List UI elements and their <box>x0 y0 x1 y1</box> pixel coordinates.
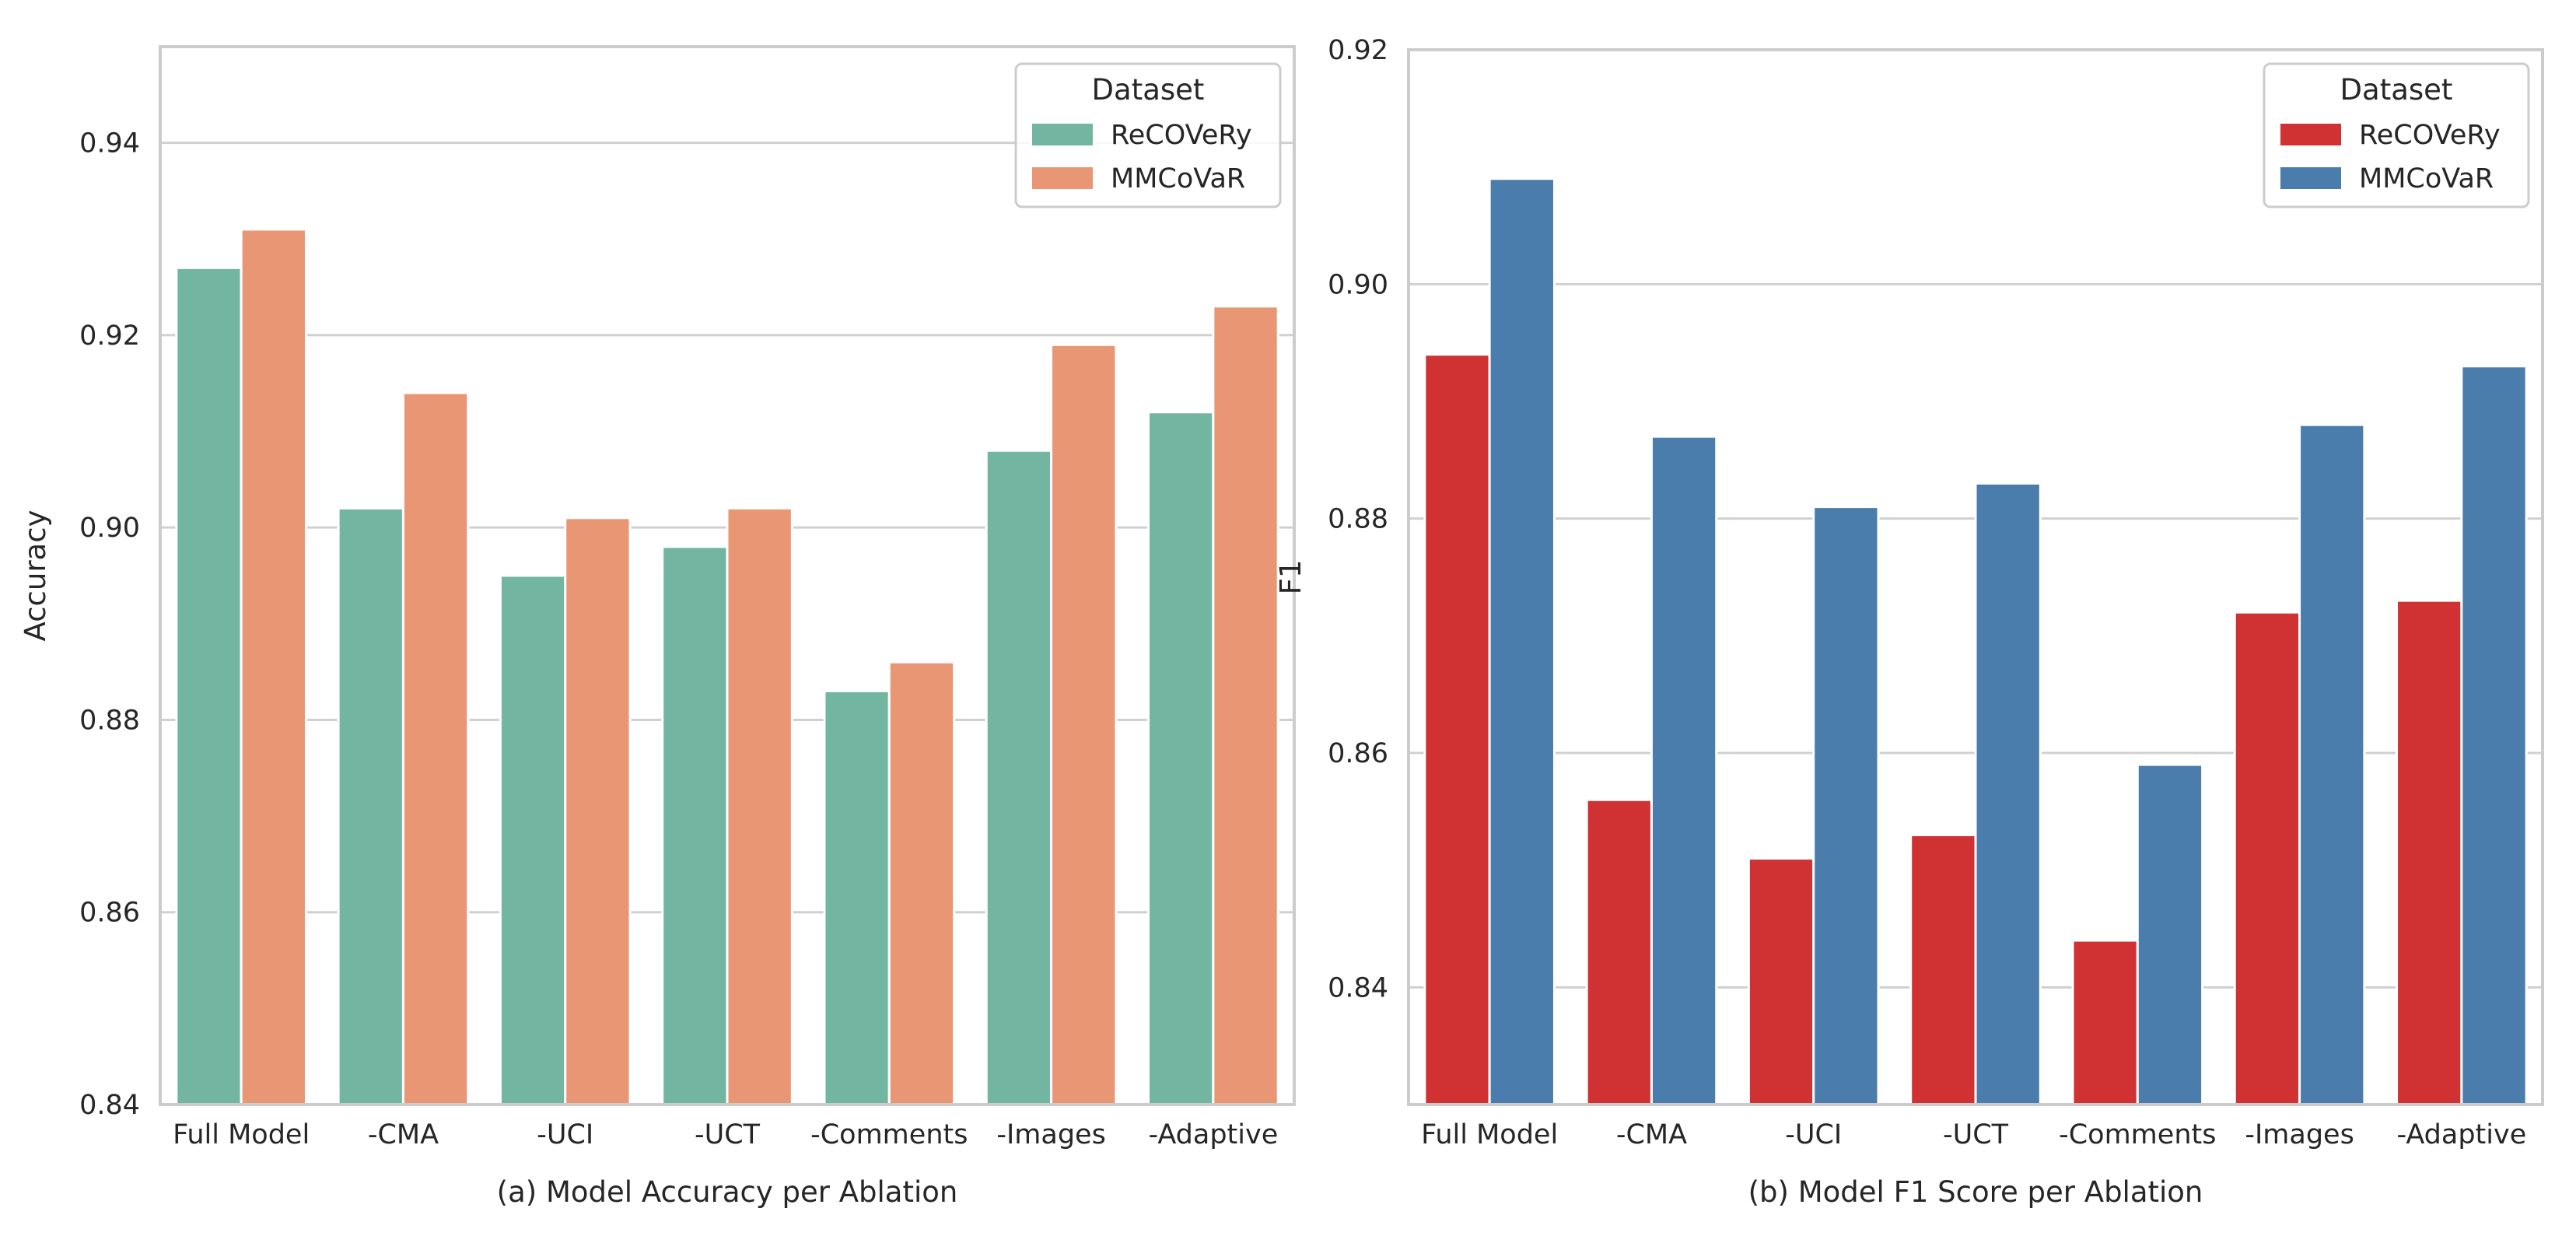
chart-panel-a: 0.84 0.86 0.88 0.90 0.92 0.94 Full Model -CMA -U… <box>19 45 1296 1209</box>
plot-frame <box>1407 48 2544 1106</box>
legend-swatch-mmcovar <box>2279 166 2343 191</box>
x-tick-label: -UCI <box>1785 1119 1842 1150</box>
y-tick-label: 0.84 <box>1328 972 1388 1003</box>
y-tick-label: 0.92 <box>79 320 140 352</box>
bar-recovery-adaptive <box>1147 411 1215 1106</box>
bar-recovery-adaptive <box>2396 599 2463 1106</box>
bar-mmcovar-uci <box>1812 506 1880 1106</box>
bar-mmcovar-full-model <box>1488 177 1556 1106</box>
legend: Dataset ReCOVeRy MMCoVaR <box>2263 62 2530 208</box>
y-tick-label: 0.84 <box>79 1090 140 1121</box>
legend-swatch-recovery <box>2279 122 2343 147</box>
bar-mmcovar-uct <box>726 506 793 1106</box>
y-tick-label: 0.90 <box>79 513 140 544</box>
bar-mmcovar-comments <box>2136 763 2204 1106</box>
legend-label-mmcovar: MMCoVaR <box>1111 163 1245 194</box>
bar-recovery-cma <box>1585 798 1653 1106</box>
y-tick-label: 0.88 <box>79 705 140 736</box>
bar-mmcovar-cma <box>401 391 470 1106</box>
y-tick-label: 0.90 <box>1328 269 1388 300</box>
x-tick-label: -CMA <box>368 1119 439 1150</box>
bar-recovery-cma <box>337 506 404 1106</box>
bar-recovery-uci <box>499 574 567 1106</box>
x-axis-label: (b) Model F1 Score per Ablation <box>1748 1175 2203 1209</box>
bar-mmcovar-images <box>2298 423 2366 1106</box>
bar-mmcovar-uct <box>1974 481 2042 1106</box>
x-tick-label: -CMA <box>1616 1119 1687 1150</box>
bar-recovery-comments <box>823 689 891 1106</box>
bar-recovery-uct <box>661 545 729 1106</box>
y-tick-label: 0.92 <box>1328 35 1388 66</box>
bar-mmcovar-uci <box>564 516 632 1106</box>
bar-recovery-uct <box>1909 833 1977 1106</box>
x-tick-label: -Images <box>996 1119 1105 1150</box>
bar-mmcovar-comments <box>887 660 956 1106</box>
y-axis-label: F1 <box>1274 560 1307 595</box>
y-tick-label: 0.86 <box>1328 738 1388 769</box>
legend-label-recovery: ReCOVeRy <box>2359 120 2501 151</box>
y-tick-label: 0.86 <box>79 898 140 929</box>
x-tick-label: -Adaptive <box>2396 1119 2526 1150</box>
legend: Dataset ReCOVeRy MMCoVaR <box>1014 62 1282 208</box>
x-tick-label: -Adaptive <box>1148 1119 1278 1150</box>
bar-mmcovar-adaptive <box>2460 365 2528 1106</box>
x-tick-label: -Comments <box>2059 1119 2216 1150</box>
legend-title: Dataset <box>1092 73 1205 107</box>
bar-mmcovar-cma <box>1650 435 1718 1106</box>
x-tick-label: Full Model <box>1421 1119 1558 1150</box>
x-tick-label: -UCT <box>1943 1119 2009 1150</box>
bar-mmcovar-adaptive <box>1212 305 1279 1106</box>
bar-recovery-images <box>985 449 1053 1106</box>
x-tick-label: -Comments <box>810 1119 968 1150</box>
bar-recovery-images <box>2233 611 2301 1106</box>
x-tick-label: Full Model <box>173 1119 310 1150</box>
x-axis-label: (a) Model Accuracy per Ablation <box>497 1175 958 1209</box>
legend-swatch-recovery <box>1031 122 1094 147</box>
bar-mmcovar-images <box>1050 343 1118 1106</box>
x-tick-label: -UCT <box>695 1119 761 1150</box>
chart-panel-b: 0.84 0.86 0.88 0.90 0.92 Full Model -CMA -UCI -U… <box>1274 35 2544 1209</box>
plot-frame <box>159 45 1296 1106</box>
y-axis-label: Accuracy <box>19 510 52 642</box>
bar-recovery-comments <box>2071 939 2139 1106</box>
bar-recovery-full-model <box>1423 353 1491 1106</box>
legend-title: Dataset <box>2340 73 2453 107</box>
legend-label-recovery: ReCOVeRy <box>1111 120 1252 151</box>
bar-mmcovar-full-model <box>240 228 307 1106</box>
x-tick-label: -UCI <box>537 1119 593 1150</box>
bar-recovery-full-model <box>175 266 243 1106</box>
y-tick-label: 0.94 <box>79 128 140 159</box>
bar-recovery-uci <box>1747 857 1815 1106</box>
y-tick-label: 0.88 <box>1328 504 1388 535</box>
legend-swatch-mmcovar <box>1031 166 1094 191</box>
x-tick-label: -Images <box>2245 1119 2354 1150</box>
legend-label-mmcovar: MMCoVaR <box>2359 163 2494 194</box>
